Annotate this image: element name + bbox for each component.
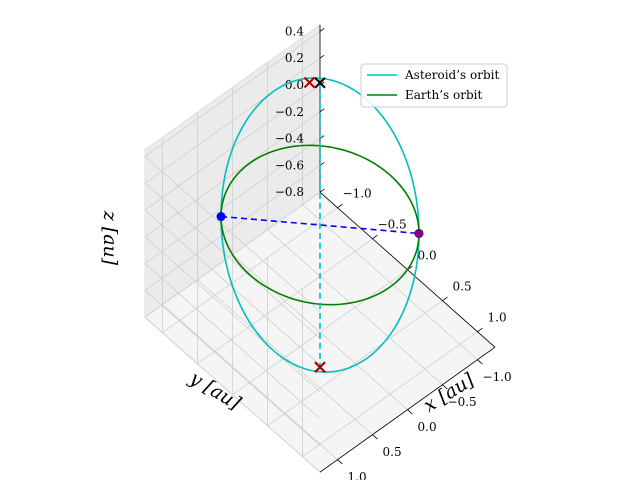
grid-line-z-back: [144, 316, 321, 473]
y-tick-label: −1.0: [483, 370, 512, 384]
cross-marker: [314, 77, 326, 89]
y-tick-mark: [372, 434, 378, 440]
grid-line-z-side: [144, 57, 321, 184]
z-tick-mark: [319, 108, 325, 113]
x-tick-label: 0.5: [453, 280, 472, 294]
grid-line-z-back: [144, 236, 321, 393]
y-tick-label: −0.5: [448, 395, 477, 409]
grid-lines: [144, 31, 478, 473]
orbit-markers: [216, 76, 424, 373]
grid-line-z-side: [144, 31, 321, 157]
cross-marker: [314, 361, 326, 373]
z-tick-mark: [319, 28, 325, 32]
grid-line-z-back: [144, 290, 321, 446]
legend-box: [360, 63, 508, 108]
grid-line-y-floor: [267, 229, 443, 385]
z-tick-mark: [319, 188, 325, 193]
y-tick-mark: [477, 359, 483, 365]
y-tick-label: 1.0: [348, 470, 367, 480]
y-tick-mark: [442, 384, 448, 390]
x-tick-label: −0.5: [378, 218, 407, 232]
x-tick-mark: [372, 234, 378, 240]
z-tick-label: −0.4: [275, 132, 305, 146]
cross-stroke: [303, 76, 316, 89]
x-tick-mark: [337, 203, 343, 209]
cross-stroke: [314, 77, 326, 89]
z-axis-label: z [au]: [99, 210, 121, 266]
tick-labels: −1.0 −0.5 0.0 0.5 1.0 1.0 0.5 0.0 −0.5 −1.0 0.4 0.2…: [275, 24, 512, 480]
y-tick-mark: [337, 459, 343, 465]
grid-line-y-floor: [162, 304, 338, 460]
x-tick-label: 1.0: [488, 311, 507, 325]
grid-line-z-side: [144, 165, 321, 291]
node-point: [414, 228, 424, 238]
x-tick-label: −1.0: [343, 187, 372, 201]
x-tick-mark: [442, 296, 448, 302]
earth-orbit-line: [220, 144, 420, 306]
x-tick-mark: [477, 327, 483, 333]
legend: Asteroid’s orbit Earth’s orbit: [360, 63, 508, 108]
grid-line-z-side: [144, 138, 321, 264]
cross-marker: [303, 76, 316, 89]
grid-line-z-side: [144, 111, 321, 238]
x-tick-label: 0.0: [418, 249, 437, 263]
node-line: [220, 215, 420, 235]
legend-label-earth: Earth’s orbit: [405, 88, 482, 102]
grid-line-z-back: [144, 263, 321, 419]
z-tick-label: 0.0: [285, 78, 304, 92]
grid-line-z-back: [144, 182, 321, 339]
grid-line-y-floor: [302, 204, 478, 360]
legend-label-asteroid: Asteroid’s orbit: [404, 68, 499, 82]
y-tick-label: 0.0: [418, 420, 437, 434]
cross-stroke: [314, 361, 326, 373]
z-tick-label: −0.2: [275, 105, 304, 119]
z-tick-label: −0.8: [275, 185, 304, 199]
grid-line-y-floor: [232, 254, 408, 410]
grid-line-z-back: [144, 156, 321, 312]
z-tick-label: −0.6: [275, 158, 304, 172]
y-tick-mark: [407, 409, 413, 415]
z-tick-label: 0.2: [285, 51, 304, 65]
grid-line-y-floor: [197, 279, 373, 435]
node-point: [216, 212, 226, 222]
z-tick-mark: [319, 54, 325, 59]
y-tick-label: 0.5: [383, 445, 402, 459]
z-tick-label: 0.4: [285, 24, 304, 38]
